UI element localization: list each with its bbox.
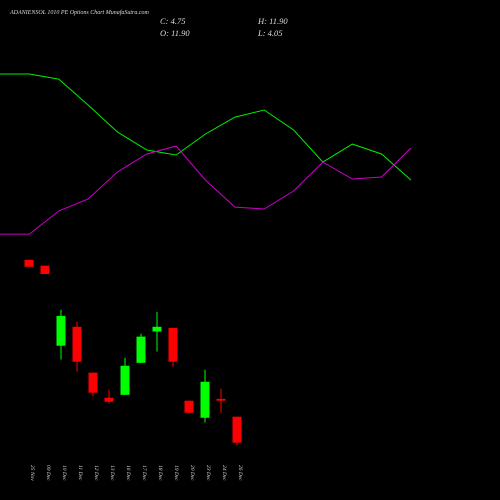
candle-body [40, 265, 50, 275]
candle-body [184, 400, 194, 413]
x-tick-label: 12 Dec [93, 465, 99, 481]
x-tick-label: 16 Dec [125, 465, 131, 481]
candle-body [152, 326, 162, 332]
x-tick-label: 09 Dec [45, 465, 51, 481]
candle-body [232, 416, 242, 443]
low-label: L: 4.05 [257, 28, 283, 38]
open-label: O: 11.90 [160, 28, 190, 38]
candle-body [24, 259, 34, 267]
x-tick-label: 25 Nov [29, 465, 35, 481]
close-label: C: 4.75 [160, 16, 186, 26]
candle-body [72, 326, 82, 362]
x-tick-label: 24 Dec [221, 465, 228, 481]
chart-title: ADANIENSOL 1010 PE Options Chart MunafaS… [9, 9, 150, 16]
candle-body [120, 365, 130, 395]
x-tick-label: 23 Dec [205, 465, 211, 481]
indicator-line [0, 73, 412, 181]
indicator-line [0, 145, 412, 235]
candle-body [168, 327, 178, 362]
x-tick-label: 10 Dec [61, 465, 67, 481]
x-tick-label: 17 Dec [141, 465, 147, 481]
x-tick-label: 18 Dec [157, 465, 163, 481]
x-tick-label: 19 Dec [173, 465, 179, 481]
high-label: H: 11.90 [257, 16, 288, 26]
x-tick-label: 11 Dec [77, 465, 83, 481]
x-tick-label: 20 Dec [189, 465, 195, 481]
x-tick-label: 26 Dec [237, 465, 243, 481]
candle-body [104, 397, 114, 402]
candle-body [56, 315, 66, 346]
candle-body [200, 381, 210, 418]
candle-body [88, 372, 98, 393]
candle-body [136, 336, 146, 363]
candle-body [216, 398, 226, 401]
x-tick-label: 13 Dec [109, 465, 115, 481]
